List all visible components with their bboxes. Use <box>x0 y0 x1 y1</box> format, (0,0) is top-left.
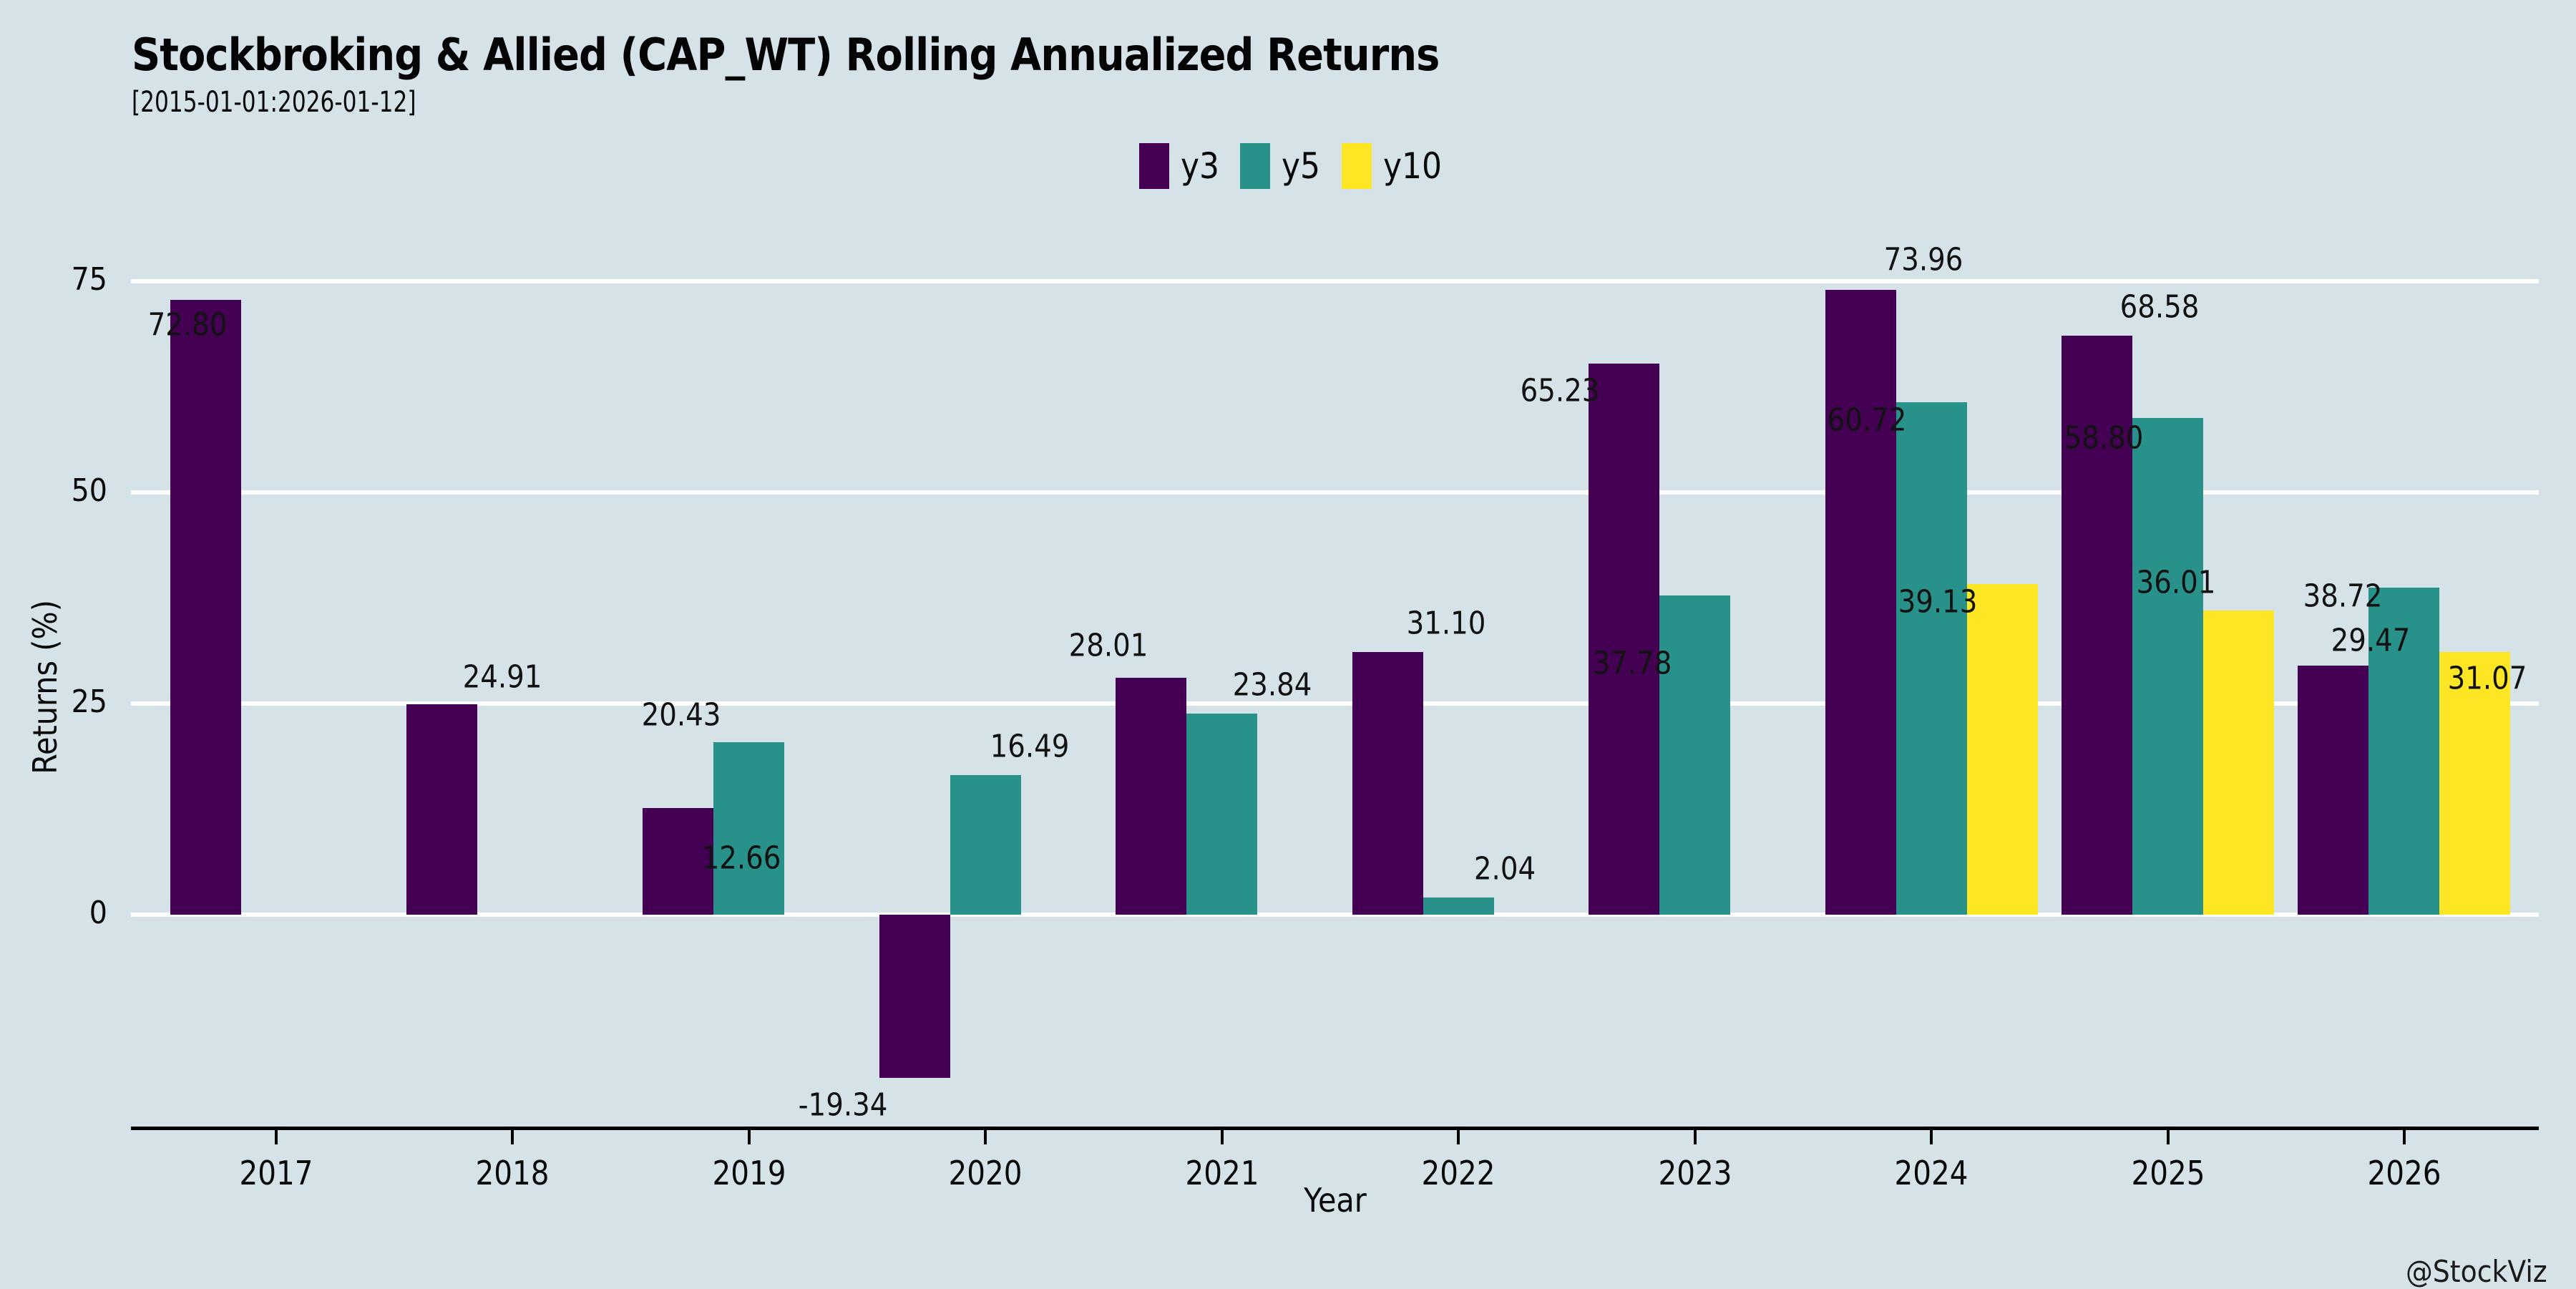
x-tick-label-2017: 2017 <box>239 1154 313 1192</box>
bar-y3-2025 <box>2062 335 2133 915</box>
bar-value-label-y3-2018: 24.91 <box>463 658 542 696</box>
bar-value-label-y5-2022: 2.04 <box>1474 850 1536 887</box>
bar-value-label-y5-2026: 38.72 <box>2303 578 2383 615</box>
y-tick-label: 25 <box>71 684 107 720</box>
gridline-y25 <box>131 701 2539 706</box>
x-tick-label-2026: 2026 <box>2367 1154 2441 1192</box>
bar-value-label-y5-2021: 23.84 <box>1232 666 1312 704</box>
x-tick-mark-2017 <box>275 1130 278 1144</box>
legend-item-y3: y3 <box>1139 143 1224 189</box>
bar-y3-2018 <box>406 704 477 915</box>
bar-value-label-y3-2017: 72.80 <box>147 306 228 344</box>
x-tick-label-2025: 2025 <box>2131 1154 2205 1192</box>
bar-value-label-y10-2024: 39.13 <box>1898 583 1978 621</box>
bar-y3-2017 <box>170 299 241 915</box>
bar-value-label-y3-2025: 68.58 <box>2119 288 2199 326</box>
x-tick-label-2020: 2020 <box>948 1154 1023 1192</box>
bar-y3-2026 <box>2298 666 2369 915</box>
chart-title: Stockbroking & Allied (CAP_WT) Rolling A… <box>132 29 1440 81</box>
bar-value-label-y10-2026: 31.07 <box>2447 660 2527 697</box>
bar-y5-2024 <box>1896 402 1967 915</box>
bar-y3-2023 <box>1589 364 1660 915</box>
x-tick-label-2024: 2024 <box>1894 1154 1968 1192</box>
x-tick-label-2023: 2023 <box>1658 1154 1732 1192</box>
x-tick-mark-2022 <box>1457 1130 1460 1144</box>
bar-value-label-y10-2025: 36.01 <box>2136 564 2215 601</box>
x-axis-line <box>131 1127 2539 1130</box>
legend-swatch-y10 <box>1341 143 1372 189</box>
bar-y5-2025 <box>2132 418 2204 915</box>
legend-swatch-y3 <box>1139 143 1169 189</box>
gridline-y75 <box>131 279 2539 283</box>
bar-y3-2024 <box>1825 290 1896 915</box>
bar-y3-2020 <box>879 915 950 1079</box>
x-tick-mark-2025 <box>2166 1130 2170 1144</box>
x-tick-mark-2026 <box>2402 1130 2406 1144</box>
legend-swatch-y5 <box>1240 143 1271 189</box>
y-tick-label: 75 <box>71 261 107 298</box>
gridline-y0 <box>131 913 2539 917</box>
bar-value-label-y5-2023: 37.78 <box>1592 645 1672 682</box>
x-tick-label-2021: 2021 <box>1185 1154 1259 1192</box>
x-tick-mark-2018 <box>511 1130 514 1144</box>
bar-value-label-y5-2019: 20.43 <box>641 696 721 734</box>
gridline-y50 <box>131 490 2539 495</box>
bar-y5-2020 <box>950 775 1021 915</box>
bar-value-label-y3-2019: 12.66 <box>701 840 781 877</box>
watermark-credit: @StockViz <box>2406 1254 2547 1289</box>
bar-y3-2019 <box>643 807 714 915</box>
x-tick-mark-2019 <box>747 1130 751 1144</box>
legend-item-y5: y5 <box>1240 143 1325 189</box>
x-tick-mark-2020 <box>984 1130 987 1144</box>
bar-value-label-y3-2023: 65.23 <box>1520 372 1600 409</box>
bar-y5-2019 <box>713 741 785 915</box>
bar-value-label-y5-2025: 58.80 <box>2064 419 2143 457</box>
bar-value-label-y3-2022: 31.10 <box>1406 605 1486 642</box>
legend-label-y10: y10 <box>1382 145 1442 187</box>
x-axis-title: Year <box>1304 1181 1367 1220</box>
x-tick-label-2019: 2019 <box>712 1154 786 1192</box>
y-tick-label: 0 <box>89 895 107 931</box>
bar-value-label-y3-2020: -19.34 <box>798 1086 888 1124</box>
legend: y3 y5 y10 <box>1139 142 1450 190</box>
x-tick-label-2018: 2018 <box>475 1154 550 1192</box>
bar-y5-2022 <box>1423 897 1494 915</box>
bar-value-label-y5-2024: 60.72 <box>1827 402 1907 438</box>
x-tick-mark-2024 <box>1930 1130 1933 1144</box>
bar-value-label-y5-2020: 16.49 <box>990 728 1070 765</box>
x-tick-label-2022: 2022 <box>1421 1154 1496 1192</box>
x-tick-mark-2021 <box>1220 1130 1224 1144</box>
bar-y10-2025 <box>2203 611 2275 915</box>
legend-label-y3: y3 <box>1181 145 1220 187</box>
bar-value-label-y3-2024: 73.96 <box>1883 241 1963 278</box>
bar-value-label-y3-2021: 28.01 <box>1068 627 1148 664</box>
bar-y3-2021 <box>1116 678 1187 915</box>
bar-y10-2024 <box>1966 584 2038 915</box>
bar-y5-2023 <box>1659 595 1731 915</box>
legend-label-y5: y5 <box>1282 145 1321 187</box>
y-tick-label: 50 <box>71 472 107 509</box>
bar-value-label-y3-2026: 29.47 <box>2331 622 2411 659</box>
x-tick-mark-2023 <box>1693 1130 1697 1144</box>
bar-y3-2022 <box>1352 652 1423 915</box>
bar-y5-2021 <box>1186 713 1258 915</box>
bar-y5-2026 <box>2368 588 2440 915</box>
chart-subtitle: [2015-01-01:2026-01-12] <box>132 86 416 119</box>
legend-item-y10: y10 <box>1341 143 1450 189</box>
bar-y10-2026 <box>2439 652 2511 915</box>
